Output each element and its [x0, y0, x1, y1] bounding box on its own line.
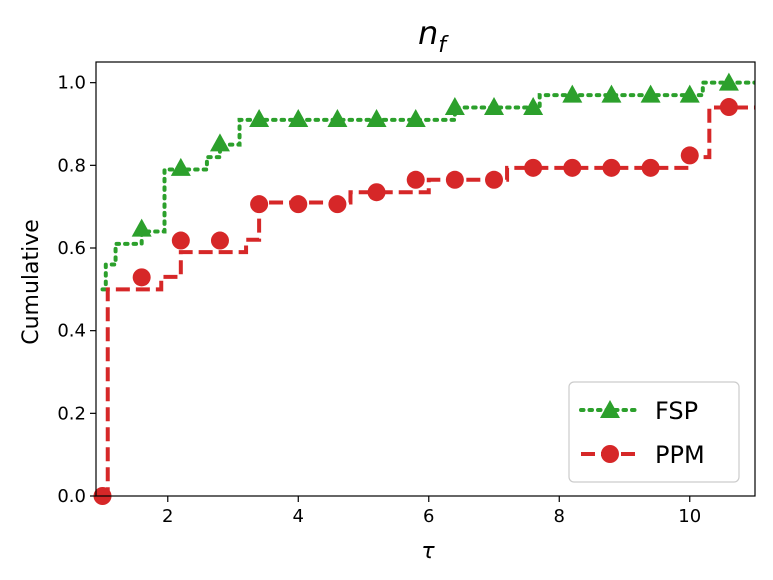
- data-point-fsp: [209, 133, 230, 152]
- data-point-fsp: [131, 218, 152, 237]
- legend-label: FSP: [655, 397, 698, 425]
- chart-title-subscript: f: [438, 33, 449, 58]
- chart-title-main: n: [418, 14, 438, 52]
- data-point-ppm: [289, 195, 308, 214]
- data-point-fsp: [562, 84, 583, 103]
- data-point-ppm: [719, 98, 738, 117]
- data-point-fsp: [288, 109, 309, 128]
- data-point-ppm: [485, 170, 504, 189]
- data-point-ppm: [328, 195, 347, 214]
- y-tick-label: 0.4: [57, 321, 86, 342]
- legend-box: [568, 381, 740, 483]
- x-tick-label: 6: [423, 506, 434, 527]
- data-point-ppm: [680, 146, 699, 165]
- series-line-ppm: [102, 105, 755, 496]
- series-ppm: [102, 105, 755, 496]
- legend-item-ppm: PPM: [581, 441, 705, 469]
- legend-item-fsp: FSP: [579, 397, 698, 425]
- y-tick-label: 0.2: [57, 403, 86, 424]
- series-markers-fsp: [131, 72, 739, 237]
- legend-swatch-marker: [601, 445, 619, 463]
- data-point-fsp: [601, 84, 622, 103]
- chart-title: nf: [418, 14, 449, 58]
- data-point-fsp: [679, 84, 700, 103]
- data-point-ppm: [132, 268, 151, 287]
- data-point-fsp: [249, 109, 270, 128]
- series-fsp: [100, 80, 755, 292]
- data-point-fsp: [405, 109, 426, 128]
- legend-swatch-marker: [600, 400, 620, 418]
- series-line-fsp: [100, 80, 755, 292]
- y-tick-label: 0.0: [57, 486, 86, 507]
- data-point-ppm: [250, 195, 269, 214]
- data-point-fsp: [444, 97, 465, 116]
- x-tick-label: 10: [678, 506, 701, 527]
- data-point-ppm: [524, 158, 543, 177]
- data-point-fsp: [484, 97, 505, 116]
- data-point-fsp: [523, 97, 544, 116]
- data-point-ppm: [406, 170, 425, 189]
- x-tick-label: 4: [293, 506, 304, 527]
- data-point-ppm: [367, 183, 386, 202]
- plot-frame: [95, 61, 756, 497]
- data-point-ppm: [210, 231, 229, 250]
- y-tick-label: 0.8: [57, 155, 86, 176]
- data-point-ppm: [602, 158, 621, 177]
- data-point-ppm: [563, 158, 582, 177]
- data-point-ppm: [445, 170, 464, 189]
- data-point-fsp: [366, 109, 387, 128]
- data-point-fsp: [640, 84, 661, 103]
- axis-ticks: 2 4 6 8 10 0.0 0.2 0.4 0.6 0.8 1.0: [57, 73, 701, 527]
- data-point-fsp: [718, 72, 739, 91]
- data-point-ppm: [171, 231, 190, 250]
- x-tick-label: 2: [162, 506, 173, 527]
- legend-label: PPM: [655, 441, 705, 469]
- y-tick-label: 0.6: [57, 238, 86, 259]
- x-axis-label: τ: [421, 539, 435, 564]
- legend: FSP PPM: [568, 381, 740, 483]
- y-axis-label: Cumulative: [19, 219, 44, 345]
- y-tick-label: 1.0: [57, 73, 86, 94]
- data-point-fsp: [327, 109, 348, 128]
- data-point-ppm: [641, 158, 660, 177]
- series-layer: [93, 72, 755, 505]
- x-tick-label: 8: [554, 506, 565, 527]
- data-point-fsp: [170, 157, 191, 176]
